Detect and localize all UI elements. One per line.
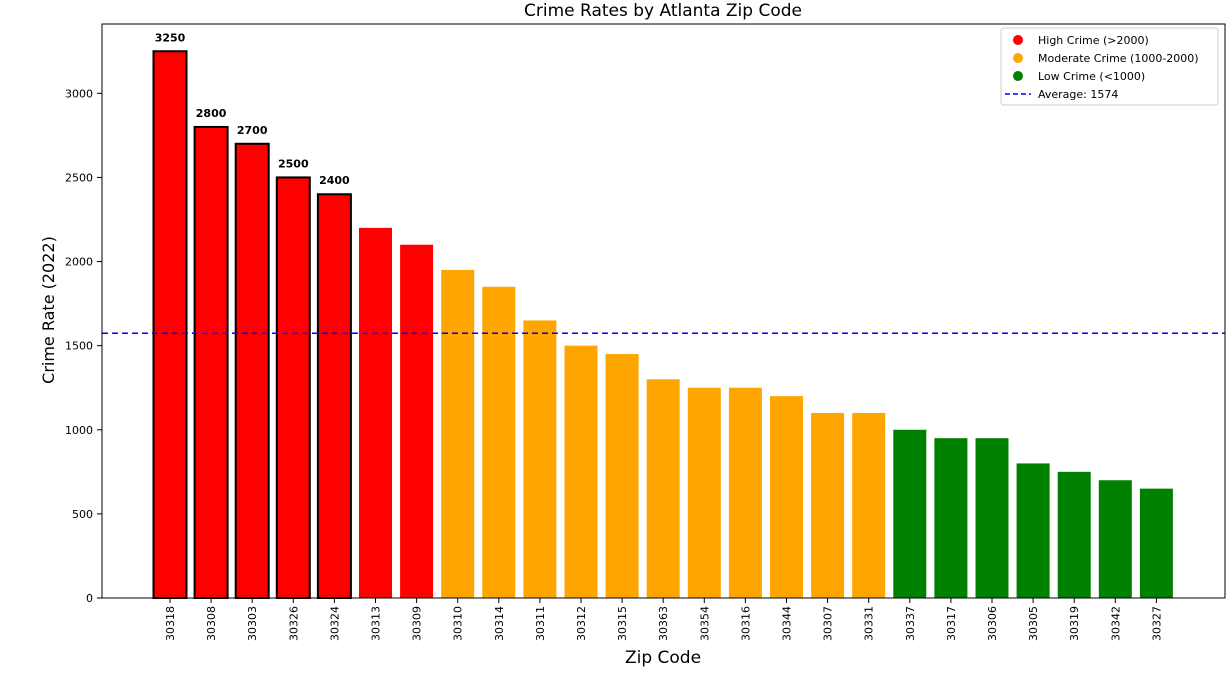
bar-30337: [893, 429, 927, 598]
bar-30363: [646, 379, 680, 598]
plot-area: 3250 2800 2700 2500 2400 0 500 1000 1500 2000 2500…: [65, 23, 1226, 641]
bar-value-label: 2500: [278, 157, 309, 170]
x-tick-label: 30331: [863, 606, 876, 641]
x-tick-label: 30306: [986, 606, 999, 641]
x-tick-label: 30312: [575, 606, 588, 641]
bar-30319: [1057, 471, 1091, 598]
x-tick-label: 30307: [822, 606, 835, 641]
bar-value-label: 3250: [155, 31, 186, 44]
x-tick-label: 30327: [1150, 606, 1163, 641]
x-tick-label: 30313: [370, 606, 383, 641]
x-tick-label: 30309: [411, 606, 424, 641]
bar-30317: [934, 438, 968, 598]
x-tick-label: 30303: [246, 606, 259, 641]
y-tick-label: 1000: [65, 424, 93, 437]
x-tick-label: 30308: [205, 606, 218, 641]
legend-label: Low Crime (<1000): [1038, 70, 1145, 83]
bar-30344: [770, 396, 803, 598]
bar-30308: [193, 125, 229, 599]
bar-30312: [564, 345, 598, 598]
x-tick-label: 30311: [534, 606, 547, 641]
x-tick-label: 30337: [904, 606, 917, 641]
y-tick-label: 2000: [65, 256, 93, 269]
bar-30327: [1139, 488, 1173, 598]
x-axis-label: Zip Code: [625, 648, 701, 668]
bar-30303: [234, 142, 270, 599]
bar-30326: [275, 176, 311, 599]
bar-30313: [359, 227, 392, 599]
legend-label: High Crime (>2000): [1038, 34, 1149, 47]
legend-label: Average: 1574: [1038, 88, 1118, 101]
x-tick-label: 30317: [945, 606, 958, 641]
y-tick-label: 1500: [65, 340, 93, 353]
x-tick-label: 30326: [287, 606, 300, 641]
bar-value-label: 2800: [196, 107, 227, 120]
y-axis-label: Crime Rate (2022): [39, 236, 58, 384]
x-tick-label: 30363: [657, 606, 670, 641]
bar-30316: [728, 387, 762, 598]
x-tick-label: 30319: [1068, 606, 1081, 641]
bar-30342: [1098, 480, 1132, 598]
legend-marker: [1013, 71, 1023, 81]
bar-30354: [687, 387, 721, 598]
x-tick-label: 30315: [616, 606, 629, 641]
bar-30306: [975, 438, 1009, 598]
bar-30307: [811, 412, 845, 598]
bar-30331: [852, 412, 886, 598]
bar-value-label: 2400: [319, 174, 350, 187]
legend: High Crime (>2000) Moderate Crime (1000-2…: [1000, 27, 1219, 106]
bar-30311: [523, 320, 557, 598]
bar-30305: [1016, 463, 1050, 598]
x-tick-label: 30344: [781, 606, 794, 641]
y-tick-label: 0: [86, 592, 93, 605]
legend-marker: [1013, 35, 1023, 45]
bar-30324: [316, 193, 352, 599]
x-tick-label: 30316: [739, 606, 752, 641]
x-tick-label: 30342: [1109, 606, 1122, 641]
bar-30315: [605, 354, 639, 598]
legend-marker: [1013, 53, 1023, 63]
x-tick-label: 30314: [493, 606, 506, 641]
y-tick-label: 2500: [65, 171, 93, 184]
bar-30318: [152, 50, 188, 599]
y-tick-label: 3000: [65, 87, 93, 100]
bar-30309: [400, 244, 434, 598]
chart-title: Crime Rates by Atlanta Zip Code: [524, 1, 802, 21]
x-tick-label: 30310: [452, 606, 465, 641]
y-tick-label: 500: [72, 508, 93, 521]
bar-value-label: 2700: [237, 124, 268, 137]
bar-30314: [482, 286, 516, 598]
x-tick-label: 30318: [164, 606, 177, 641]
bar-30310: [441, 269, 475, 598]
x-tick-label: 30324: [328, 606, 341, 641]
legend-label: Moderate Crime (1000-2000): [1038, 52, 1199, 65]
x-tick-label: 30354: [698, 606, 711, 641]
x-tick-label: 30305: [1027, 606, 1040, 641]
legend-box: [1000, 27, 1219, 106]
